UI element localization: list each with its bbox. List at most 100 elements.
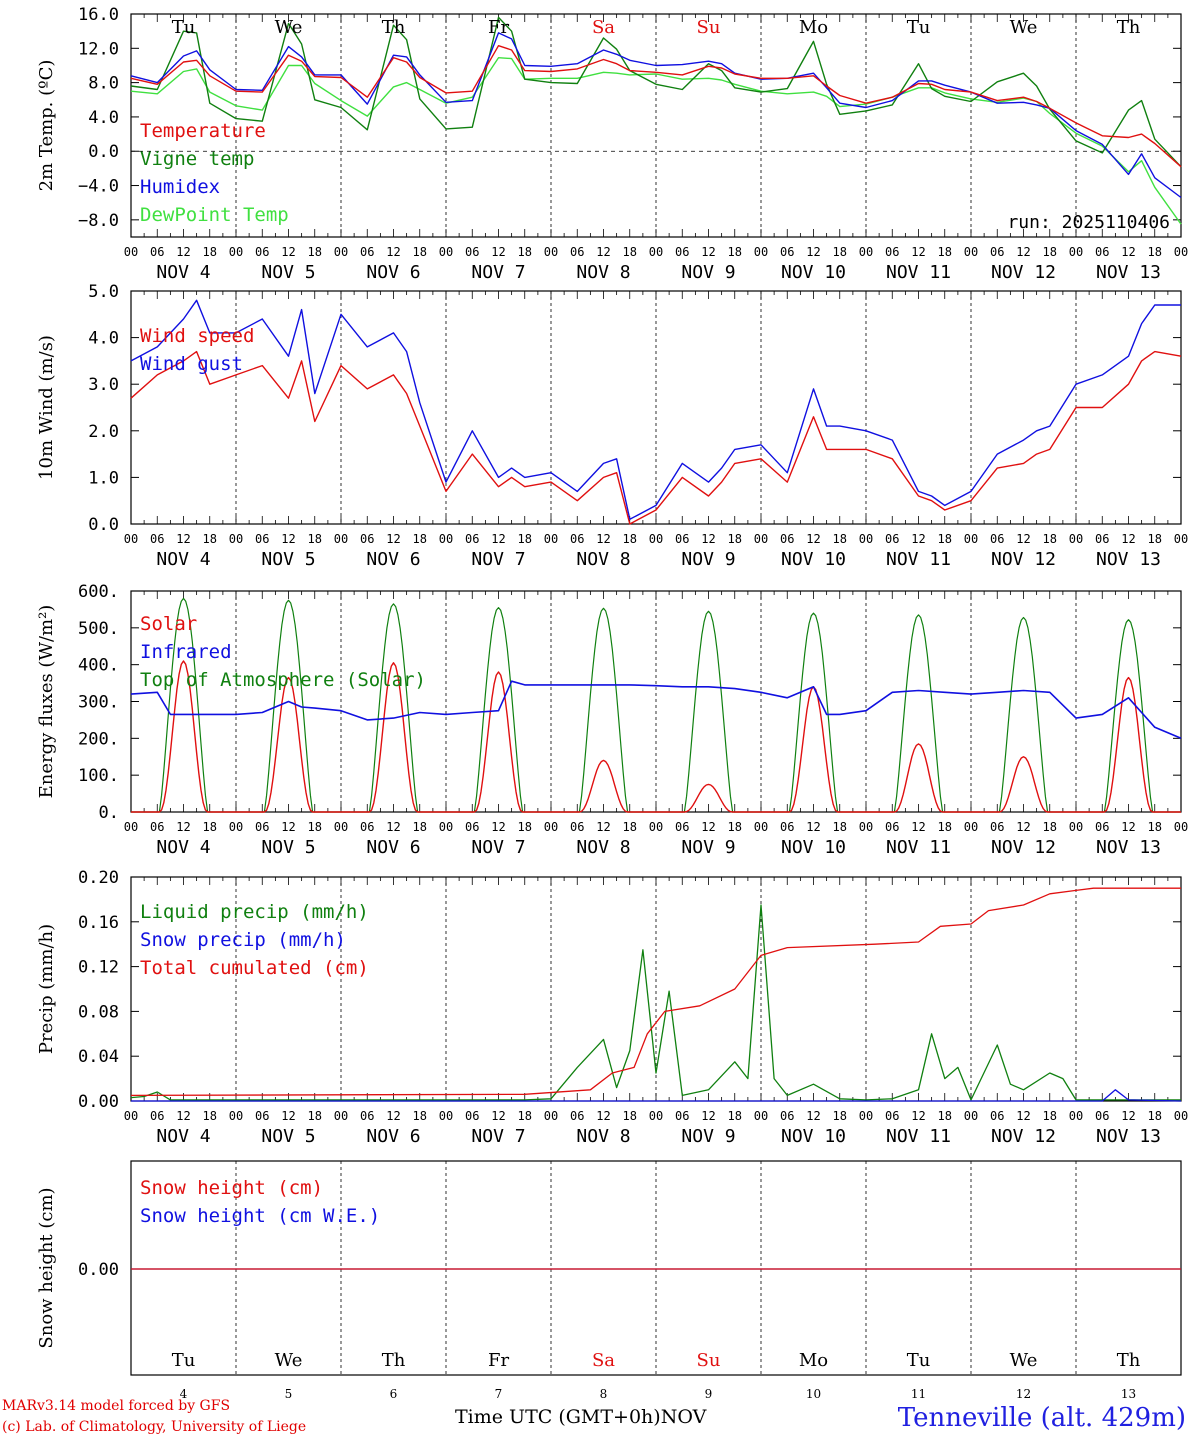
hour-tick-label: 12 xyxy=(386,820,400,834)
hour-tick-label: 12 xyxy=(1121,820,1135,834)
hour-tick-label: 18 xyxy=(623,1109,637,1123)
date-label: NOV 4 xyxy=(156,262,210,283)
date-label: NOV 8 xyxy=(576,1126,630,1147)
y-tick-label: 4.0 xyxy=(88,329,119,349)
hour-tick-label: 12 xyxy=(806,532,820,546)
hour-tick-label: 06 xyxy=(780,532,794,546)
day-number-label: 6 xyxy=(390,1387,398,1401)
legend-entry: Infrared xyxy=(140,641,232,663)
hour-tick-label: 00 xyxy=(439,532,453,546)
hour-tick-label: 00 xyxy=(439,245,453,259)
y-tick-label: 200. xyxy=(78,729,119,749)
hour-tick-label: 18 xyxy=(308,532,322,546)
series-line-wind-speed xyxy=(130,350,1182,525)
day-number-label: 12 xyxy=(1016,1387,1031,1401)
hour-tick-label: 00 xyxy=(1069,532,1083,546)
hour-tick-label: 06 xyxy=(150,245,164,259)
series-line-snow-precip xyxy=(131,1089,1182,1102)
hour-tick-label: 06 xyxy=(885,1109,899,1123)
weekday-label: Sa xyxy=(592,1350,615,1371)
date-label: NOV 8 xyxy=(576,549,630,570)
legend-entry: Humidex xyxy=(140,176,220,198)
legend-entry: Wind gust xyxy=(140,353,243,375)
credit-line-1: MARv3.14 model forced by GFS xyxy=(2,1398,231,1414)
weekday-label: Th xyxy=(1117,17,1141,38)
hour-tick-label: 06 xyxy=(1095,1109,1109,1123)
y-axis-label: Precip (mm/h) xyxy=(36,924,57,1054)
hour-tick-label: 18 xyxy=(1148,532,1162,546)
date-label: NOV 11 xyxy=(886,262,951,283)
hour-tick-label: 00 xyxy=(649,245,663,259)
weekday-label: We xyxy=(1010,1350,1038,1371)
hour-tick-label: 00 xyxy=(859,532,873,546)
hour-tick-label: 12 xyxy=(806,820,820,834)
weekday-label: Fr xyxy=(488,1350,509,1371)
date-label: NOV 9 xyxy=(681,262,735,283)
hour-tick-label: 12 xyxy=(491,245,505,259)
y-tick-label: 8.0 xyxy=(88,74,119,94)
hour-tick-label: 12 xyxy=(806,1109,820,1123)
hour-tick-label: 18 xyxy=(518,1109,532,1123)
date-label: NOV 11 xyxy=(886,1126,951,1147)
date-label: NOV 12 xyxy=(991,1126,1056,1147)
date-label: NOV 5 xyxy=(261,1126,315,1147)
series-line-temperature xyxy=(130,45,1182,168)
series-line-wind-gust xyxy=(130,299,1181,520)
y-tick-label: 0.16 xyxy=(78,913,119,933)
date-label: NOV 9 xyxy=(681,1126,735,1147)
hour-tick-label: 00 xyxy=(124,1109,138,1123)
hour-tick-label: 00 xyxy=(649,820,663,834)
hour-tick-label: 00 xyxy=(334,245,348,259)
hour-tick-label: 06 xyxy=(465,820,479,834)
hour-tick-label: 00 xyxy=(124,245,138,259)
hour-tick-label: 12 xyxy=(491,1109,505,1123)
hour-tick-label: 00 xyxy=(754,820,768,834)
hour-tick-label: 00 xyxy=(1069,245,1083,259)
hour-tick-label: 06 xyxy=(255,820,269,834)
weekday-label: Tu xyxy=(172,17,196,38)
legend-entry: Snow height (cm) xyxy=(140,1177,323,1199)
date-label: NOV 8 xyxy=(576,262,630,283)
hour-tick-label: 12 xyxy=(1016,1109,1030,1123)
hour-tick-label: 00 xyxy=(544,532,558,546)
y-tick-label: 0.0 xyxy=(88,142,119,162)
hour-tick-label: 18 xyxy=(203,1109,217,1123)
hour-tick-label: 12 xyxy=(281,532,295,546)
y-tick-label: −4.0 xyxy=(78,177,119,197)
hour-tick-label: 00 xyxy=(1174,820,1188,834)
weekday-label: Th xyxy=(382,1350,406,1371)
date-label: NOV 4 xyxy=(156,1126,210,1147)
hour-tick-label: 12 xyxy=(491,532,505,546)
hour-tick-label: 00 xyxy=(334,1109,348,1123)
date-label: NOV 5 xyxy=(261,262,315,283)
hour-tick-label: 06 xyxy=(465,1109,479,1123)
y-axis-label: Snow height (cm) xyxy=(36,1187,57,1348)
hour-tick-label: 18 xyxy=(1148,245,1162,259)
hour-tick-label: 12 xyxy=(701,245,715,259)
hour-tick-label: 06 xyxy=(570,1109,584,1123)
hour-tick-label: 06 xyxy=(465,532,479,546)
hour-tick-label: 00 xyxy=(439,820,453,834)
hour-tick-label: 06 xyxy=(780,820,794,834)
credit-line-2: (c) Lab. of Climatology, University of L… xyxy=(2,1419,307,1435)
y-tick-label: 300. xyxy=(78,693,119,713)
y-tick-label: 4.0 xyxy=(88,108,119,128)
hour-tick-label: 06 xyxy=(885,245,899,259)
legend-entry: Total cumulated (cm) xyxy=(140,957,369,979)
date-label: NOV 6 xyxy=(366,837,420,858)
weekday-label: Tu xyxy=(907,17,931,38)
hour-tick-label: 06 xyxy=(360,820,374,834)
hour-tick-label: 00 xyxy=(229,532,243,546)
date-label: NOV 13 xyxy=(1096,1126,1161,1147)
date-label: NOV 12 xyxy=(991,549,1056,570)
hour-tick-label: 18 xyxy=(833,1109,847,1123)
weekday-label: Tu xyxy=(907,1350,931,1371)
y-tick-label: 400. xyxy=(78,656,119,676)
hour-tick-label: 06 xyxy=(255,532,269,546)
hour-tick-label: 06 xyxy=(1095,532,1109,546)
hour-tick-label: 18 xyxy=(623,532,637,546)
hour-tick-label: 12 xyxy=(596,245,610,259)
y-tick-label: 0.04 xyxy=(78,1047,119,1067)
date-label: NOV 13 xyxy=(1096,262,1161,283)
hour-tick-label: 06 xyxy=(675,532,689,546)
